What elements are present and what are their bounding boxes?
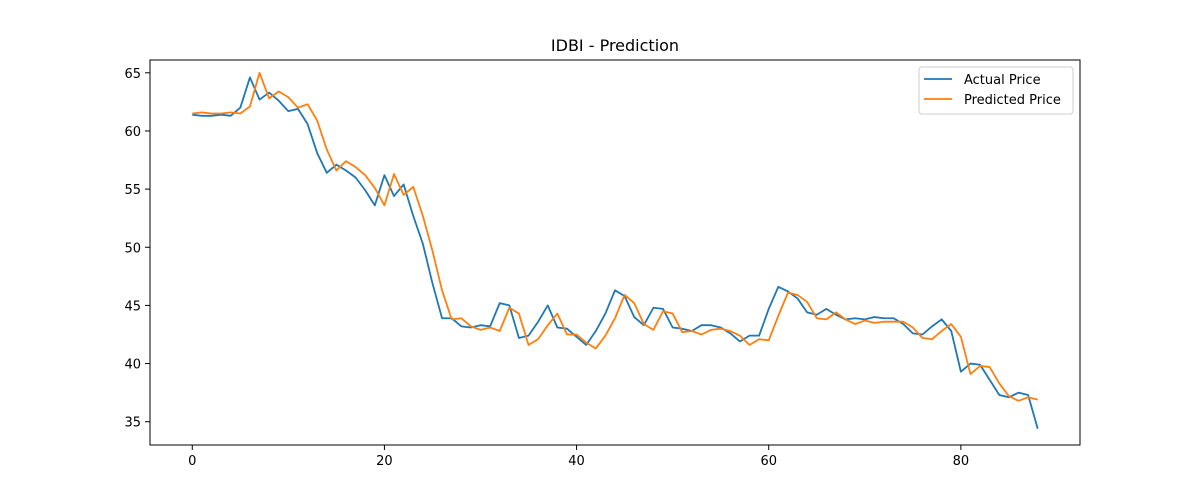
y-tick-label: 40 <box>124 358 141 373</box>
x-tick-label: 60 <box>760 454 777 469</box>
chart-title: IDBI - Prediction <box>551 36 679 55</box>
y-tick-label: 50 <box>124 241 141 256</box>
plot-area <box>149 59 1081 446</box>
x-tick-label: 40 <box>568 454 585 469</box>
x-tick-label: 0 <box>188 454 196 469</box>
y-tick-label: 35 <box>124 416 141 431</box>
y-tick-label: 45 <box>124 299 141 314</box>
series-line-predicted-price <box>192 71 1038 402</box>
series-layer <box>192 71 1039 429</box>
legend-box <box>918 66 1074 115</box>
legend-label-actual-price: Actual Price <box>964 73 1041 88</box>
y-tick-label: 60 <box>124 125 141 140</box>
x-tick-label: 20 <box>376 454 393 469</box>
y-axis: 35 40 45 50 55 60 65 <box>124 67 150 431</box>
y-tick-label: 65 <box>124 67 141 82</box>
legend: Actual Price Predicted Price <box>918 66 1074 115</box>
series-line-actual-price <box>192 76 1039 429</box>
y-tick-label: 55 <box>124 183 141 198</box>
plot-frame <box>149 59 1081 446</box>
legend-label-predicted-price: Predicted Price <box>964 93 1061 108</box>
x-axis: 0 20 40 60 80 <box>188 445 969 469</box>
x-tick-label: 80 <box>953 454 970 469</box>
